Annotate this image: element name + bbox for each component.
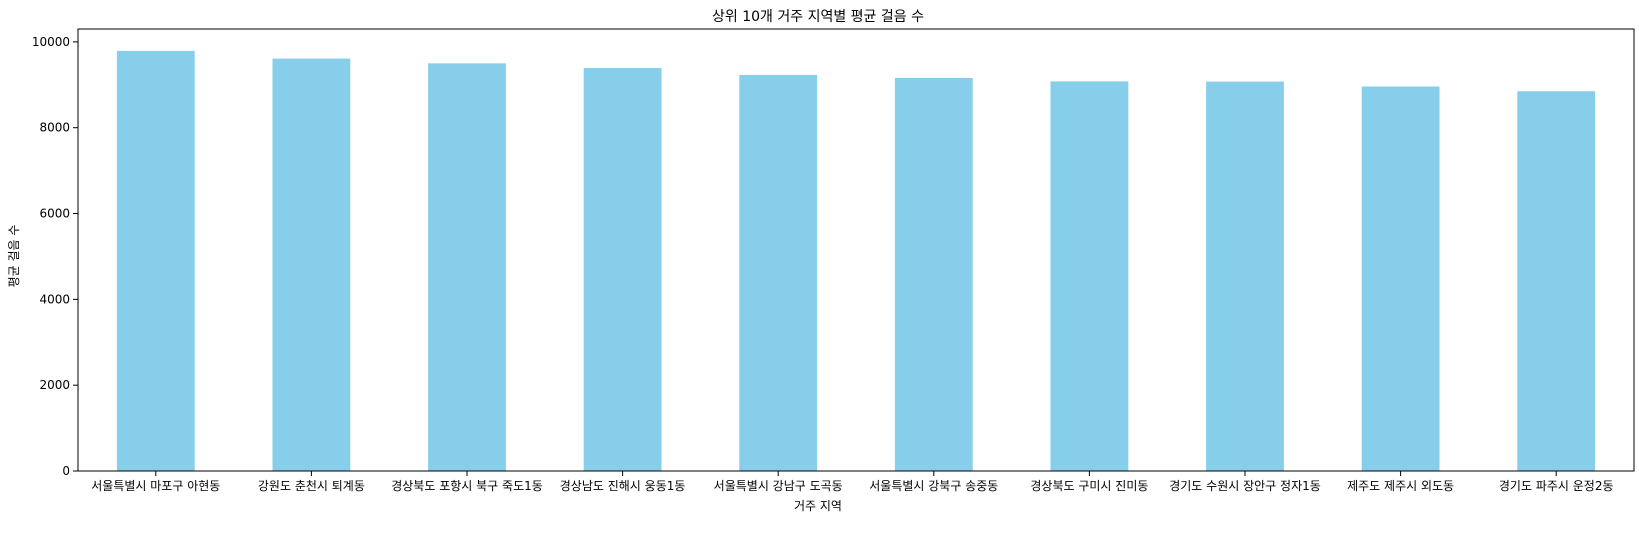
- x-tick-label-9: 경기도 파주시 운정2동: [1499, 479, 1614, 493]
- y-axis-label: 평균 걸음 수: [7, 225, 21, 288]
- plot-area: 0 2000 4000 6000 8000 10000 서울특별시 마포구 아현동 강원도 춘…: [32, 28, 1635, 493]
- bar-2: [428, 63, 506, 471]
- bar-4: [739, 74, 818, 471]
- x-axis-label: 거주 지역: [794, 499, 842, 513]
- bar-8: [1361, 86, 1440, 471]
- x-tick-label-3: 경상남도 진해시 웅동1동: [560, 479, 686, 493]
- plot-frame: [77, 28, 1635, 472]
- y-tick-label-2: 4000: [39, 292, 70, 306]
- bar-3: [583, 68, 662, 472]
- y-tick-label-3: 6000: [39, 207, 70, 221]
- x-tick-label-6: 경상북도 구미시 진미동: [1030, 479, 1148, 493]
- y-tick-label-5: 10000: [32, 35, 70, 49]
- x-tick-label-5: 서울특별시 강북구 송중동: [869, 479, 998, 493]
- bar-1: [272, 58, 351, 471]
- bar-9: [1517, 91, 1596, 471]
- bar-0: [116, 50, 195, 471]
- bar-5: [894, 77, 973, 472]
- chart-title: 상위 10개 거주 지역별 평균 걸음 수: [712, 9, 924, 25]
- bar-7: [1206, 81, 1284, 471]
- y-tick-label-1: 2000: [39, 378, 70, 392]
- y-tick-label-4: 8000: [39, 121, 70, 135]
- x-tick-label-4: 서울특별시 강남구 도곡동: [714, 479, 843, 493]
- x-tick-label-7: 경기도 수원시 장안구 정자1동: [1169, 479, 1321, 493]
- x-tick-label-2: 경상북도 포항시 북구 죽도1동: [391, 479, 543, 493]
- x-tick-label-1: 강원도 춘천시 퇴계동: [258, 478, 365, 493]
- x-tick-label-8: 제주도 제주시 외도동: [1347, 479, 1454, 493]
- y-tick-label-0: 0: [62, 464, 70, 478]
- x-tick-label-0: 서울특별시 마포구 아현동: [91, 479, 220, 493]
- bar-6: [1050, 81, 1129, 472]
